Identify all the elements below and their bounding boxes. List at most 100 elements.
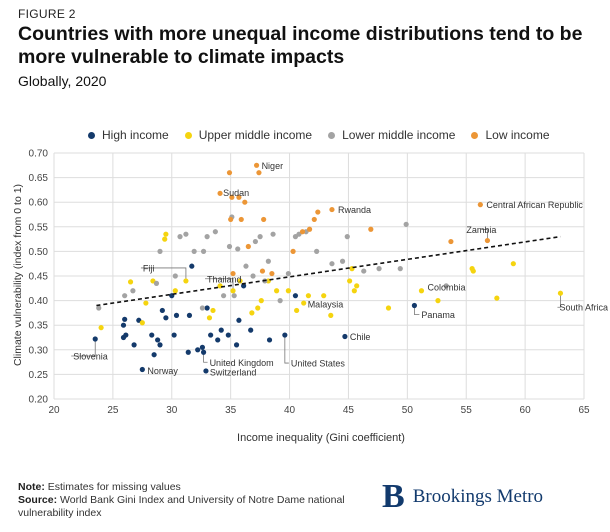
point-lower-middle-income bbox=[270, 231, 276, 237]
point-low-income bbox=[448, 238, 454, 245]
point-high-income bbox=[248, 327, 254, 333]
y-tick-label: 0.40 bbox=[29, 296, 49, 307]
point-lower-middle-income bbox=[329, 261, 335, 267]
legend-item-high-income: High income bbox=[88, 128, 169, 142]
point-low-income bbox=[253, 162, 260, 168]
point-upper-middle-income bbox=[285, 288, 291, 294]
point-high-income bbox=[171, 332, 177, 338]
x-tick-label: 60 bbox=[520, 405, 532, 416]
annotation-united-kingdom: United Kingdom bbox=[210, 358, 274, 368]
point-low-income bbox=[245, 243, 251, 250]
point-high-income bbox=[282, 332, 288, 338]
point-high-income bbox=[292, 293, 299, 299]
point-lower-middle-income bbox=[443, 283, 449, 289]
point-upper-middle-income bbox=[183, 278, 189, 284]
point-layer bbox=[92, 162, 564, 374]
point-lower-middle-income bbox=[265, 258, 271, 264]
point-upper-middle-income bbox=[510, 261, 516, 267]
annotation-sudan: Sudan bbox=[223, 188, 249, 198]
point-low-income bbox=[306, 226, 313, 232]
point-lower-middle-income bbox=[403, 221, 409, 227]
point-low-income bbox=[229, 194, 235, 200]
point-lower-middle-income bbox=[191, 248, 197, 254]
point-lower-middle-income bbox=[177, 234, 183, 240]
x-tick-label: 35 bbox=[225, 405, 237, 416]
point-low-income bbox=[242, 199, 248, 205]
annotation-colombia: Colombia bbox=[427, 282, 465, 292]
grid-layer bbox=[53, 152, 585, 400]
point-lower-middle-income bbox=[172, 273, 178, 279]
annotation-leader bbox=[284, 335, 289, 364]
point-upper-middle-income bbox=[301, 300, 307, 306]
legend-label: Upper middle income bbox=[198, 128, 313, 142]
annotation-united-states: United States bbox=[291, 359, 346, 369]
annotation-rwanda: Rwanda bbox=[338, 205, 371, 215]
annotation-fiji: Fiji bbox=[143, 263, 155, 273]
annotation-niger: Niger bbox=[262, 161, 284, 171]
x-tick-label: 25 bbox=[107, 405, 119, 416]
x-tick-label: 50 bbox=[402, 405, 414, 416]
point-high-income bbox=[185, 349, 191, 355]
point-lower-middle-income bbox=[221, 293, 227, 299]
point-high-income bbox=[149, 332, 155, 338]
figure-label: FIGURE 2 bbox=[18, 7, 76, 21]
y-tick-label: 0.70 bbox=[29, 149, 49, 160]
source-line: Source: World Bank Gini Index and Univer… bbox=[18, 494, 368, 520]
point-lower-middle-income bbox=[361, 268, 367, 274]
point-upper-middle-income bbox=[354, 283, 360, 289]
chart-subtitle: Globally, 2020 bbox=[18, 73, 107, 89]
point-low-income bbox=[477, 202, 483, 208]
legend-item-low-income: Low income bbox=[471, 128, 550, 142]
tick-layer: 0.20 0.25 0.30 0.35 0.40 0.45 0.50 0.55 0.60 0.65… bbox=[29, 149, 590, 417]
point-lower-middle-income bbox=[231, 293, 237, 299]
note-text: Estimates for missing values bbox=[47, 481, 181, 493]
annotation-layer: Niger Sudan Rwanda Central African Republic… bbox=[73, 161, 608, 378]
point-lower-middle-income bbox=[157, 248, 163, 254]
point-upper-middle-income bbox=[210, 307, 216, 314]
point-upper-middle-income bbox=[294, 307, 300, 314]
chart-legend: High income Upper middle income Lower mi… bbox=[88, 128, 550, 142]
point-upper-middle-income bbox=[557, 290, 564, 296]
point-high-income bbox=[131, 342, 137, 348]
note-line: Note: Estimates for missing values bbox=[18, 481, 368, 494]
point-lower-middle-income bbox=[204, 234, 210, 240]
legend-label: Lower middle income bbox=[342, 128, 456, 142]
point-upper-middle-income bbox=[162, 236, 168, 242]
legend-label: Low income bbox=[485, 128, 550, 142]
point-high-income bbox=[218, 327, 224, 333]
point-upper-middle-income bbox=[143, 300, 149, 306]
annotation-panama: Panama bbox=[421, 310, 455, 320]
point-high-income bbox=[163, 315, 169, 321]
point-high-income bbox=[186, 312, 193, 318]
point-high-income bbox=[199, 344, 205, 350]
point-low-income bbox=[230, 270, 236, 277]
point-upper-middle-income bbox=[127, 279, 134, 285]
legend-swatch-high-income bbox=[88, 131, 95, 139]
y-tick-label: 0.20 bbox=[29, 395, 49, 406]
annotation-malaysia: Malaysia bbox=[308, 300, 344, 310]
point-lower-middle-income bbox=[200, 248, 207, 254]
point-high-income bbox=[189, 263, 195, 269]
point-high-income bbox=[215, 337, 221, 343]
annotation-leader bbox=[413, 305, 420, 315]
y-tick-label: 0.65 bbox=[29, 173, 49, 184]
point-low-income bbox=[311, 216, 317, 223]
point-upper-middle-income bbox=[206, 315, 213, 321]
brookings-logo-icon: B bbox=[382, 478, 405, 515]
annotation-zambia: Zambia bbox=[466, 225, 496, 235]
footer-notes: Note: Estimates for missing values Sourc… bbox=[18, 481, 368, 520]
leader-layer bbox=[71, 229, 561, 364]
point-high-income bbox=[159, 307, 165, 314]
point-low-income bbox=[315, 209, 321, 215]
point-lower-middle-income bbox=[122, 293, 128, 299]
y-tick-label: 0.45 bbox=[29, 272, 49, 283]
point-lower-middle-income bbox=[96, 305, 102, 311]
source-label: Source: bbox=[18, 494, 58, 506]
point-upper-middle-income bbox=[385, 305, 392, 311]
point-upper-middle-income bbox=[230, 288, 236, 294]
legend-label: High income bbox=[102, 128, 169, 142]
brookings-metro-brand: B Brookings Metro bbox=[382, 480, 543, 514]
x-tick-label: 45 bbox=[343, 405, 355, 416]
y-axis-title: Climate vulnerability (index from 0 to 1… bbox=[12, 184, 24, 366]
point-upper-middle-income bbox=[249, 310, 255, 316]
